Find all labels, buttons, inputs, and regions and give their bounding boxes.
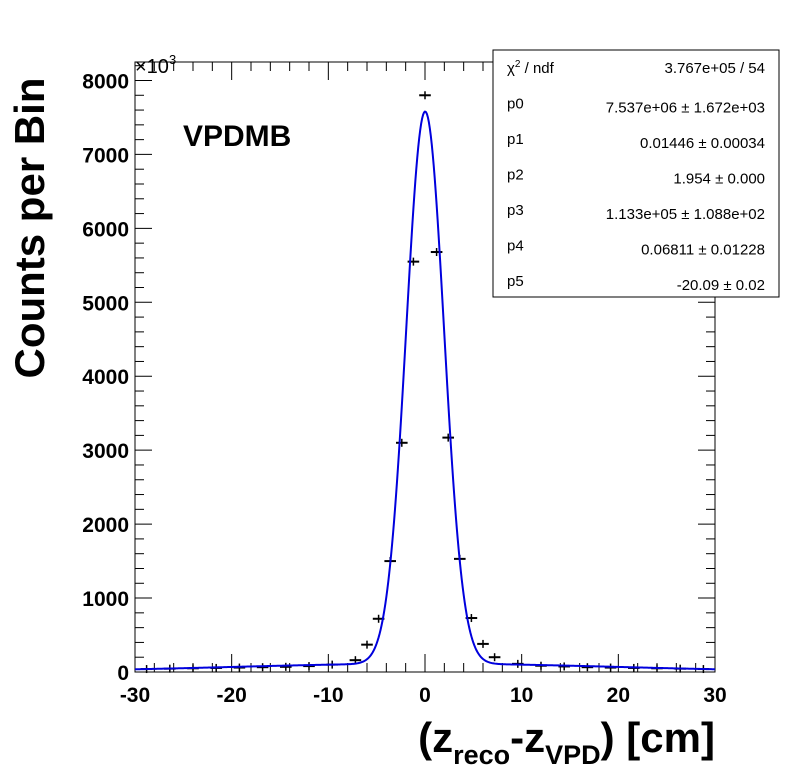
x-tick-label: 0 — [419, 684, 431, 707]
y-multiplier-base: ×10 — [135, 56, 169, 78]
stats-value: -20.09 ± 0.02 — [677, 277, 765, 294]
stats-label: χ2 / ndf — [507, 59, 555, 77]
x-axis: -30 -20 -10 0 10 20 30 — [120, 62, 727, 707]
y-multiplier-exp: 3 — [169, 52, 176, 67]
x-title-close: ) [cm] — [601, 714, 715, 761]
x-tick-label: -30 — [120, 684, 150, 707]
stats-value: 3.767e+05 / 54 — [664, 60, 765, 77]
y-tick-label: 2000 — [82, 514, 129, 537]
stats-value: 0.06811 ± 0.01228 — [641, 242, 765, 259]
y-multiplier: ×103 — [135, 52, 176, 78]
stats-value: 1.954 ± 0.000 — [673, 171, 765, 188]
annotation-label: VPDMB — [183, 120, 291, 153]
x-tick-label: -10 — [313, 684, 343, 707]
stats-value: 1.133e+05 ± 1.088e+02 — [606, 206, 765, 223]
stats-box-frame — [492, 49, 780, 298]
y-tick-label: 4000 — [82, 366, 129, 389]
x-tick-label: 30 — [703, 684, 726, 707]
y-tick-label: 7000 — [82, 144, 129, 167]
y-tick-label: 5000 — [82, 292, 129, 315]
y-tick-label: 0 — [117, 662, 129, 685]
fit-curve — [134, 110, 716, 671]
y-axis-title: Counts per Bin — [6, 78, 53, 379]
stats-label: p3 — [507, 202, 524, 219]
y-tick-label: 1000 — [82, 588, 129, 611]
stats-box: χ2 / ndf 3.767e+05 / 54 p0 7.537e+06 ± 1.67… — [492, 49, 780, 298]
y-tick-label: 3000 — [82, 440, 129, 463]
stats-value: 7.537e+06 ± 1.672e+03 — [606, 100, 765, 117]
stats-label: p1 — [507, 131, 524, 148]
stats-rows: χ2 / ndf 3.767e+05 / 54 p0 7.537e+06 ± 1.67… — [507, 59, 765, 294]
x-tick-label: 20 — [607, 684, 630, 707]
x-tick-label: 10 — [510, 684, 533, 707]
x-title-sub-vpd: VPD — [545, 740, 601, 770]
x-title-open: (z — [418, 714, 453, 761]
x-title-dash: -z — [510, 714, 545, 761]
x-title-sub-reco: reco — [453, 740, 510, 770]
y-axis: 0 1000 2000 3000 4000 5000 6000 7000 8000 — [82, 65, 715, 685]
stats-label: p0 — [507, 96, 524, 113]
x-axis-title: (zreco-zVPD) [cm] — [418, 714, 715, 770]
y-tick-label: 6000 — [82, 218, 129, 241]
stats-label: p4 — [507, 238, 524, 255]
stats-label: p5 — [507, 273, 524, 290]
y-tick-label: 8000 — [82, 70, 129, 93]
stats-label: p2 — [507, 167, 524, 184]
x-tick-label: -20 — [216, 684, 246, 707]
stats-value: 0.01446 ± 0.00034 — [640, 135, 765, 152]
